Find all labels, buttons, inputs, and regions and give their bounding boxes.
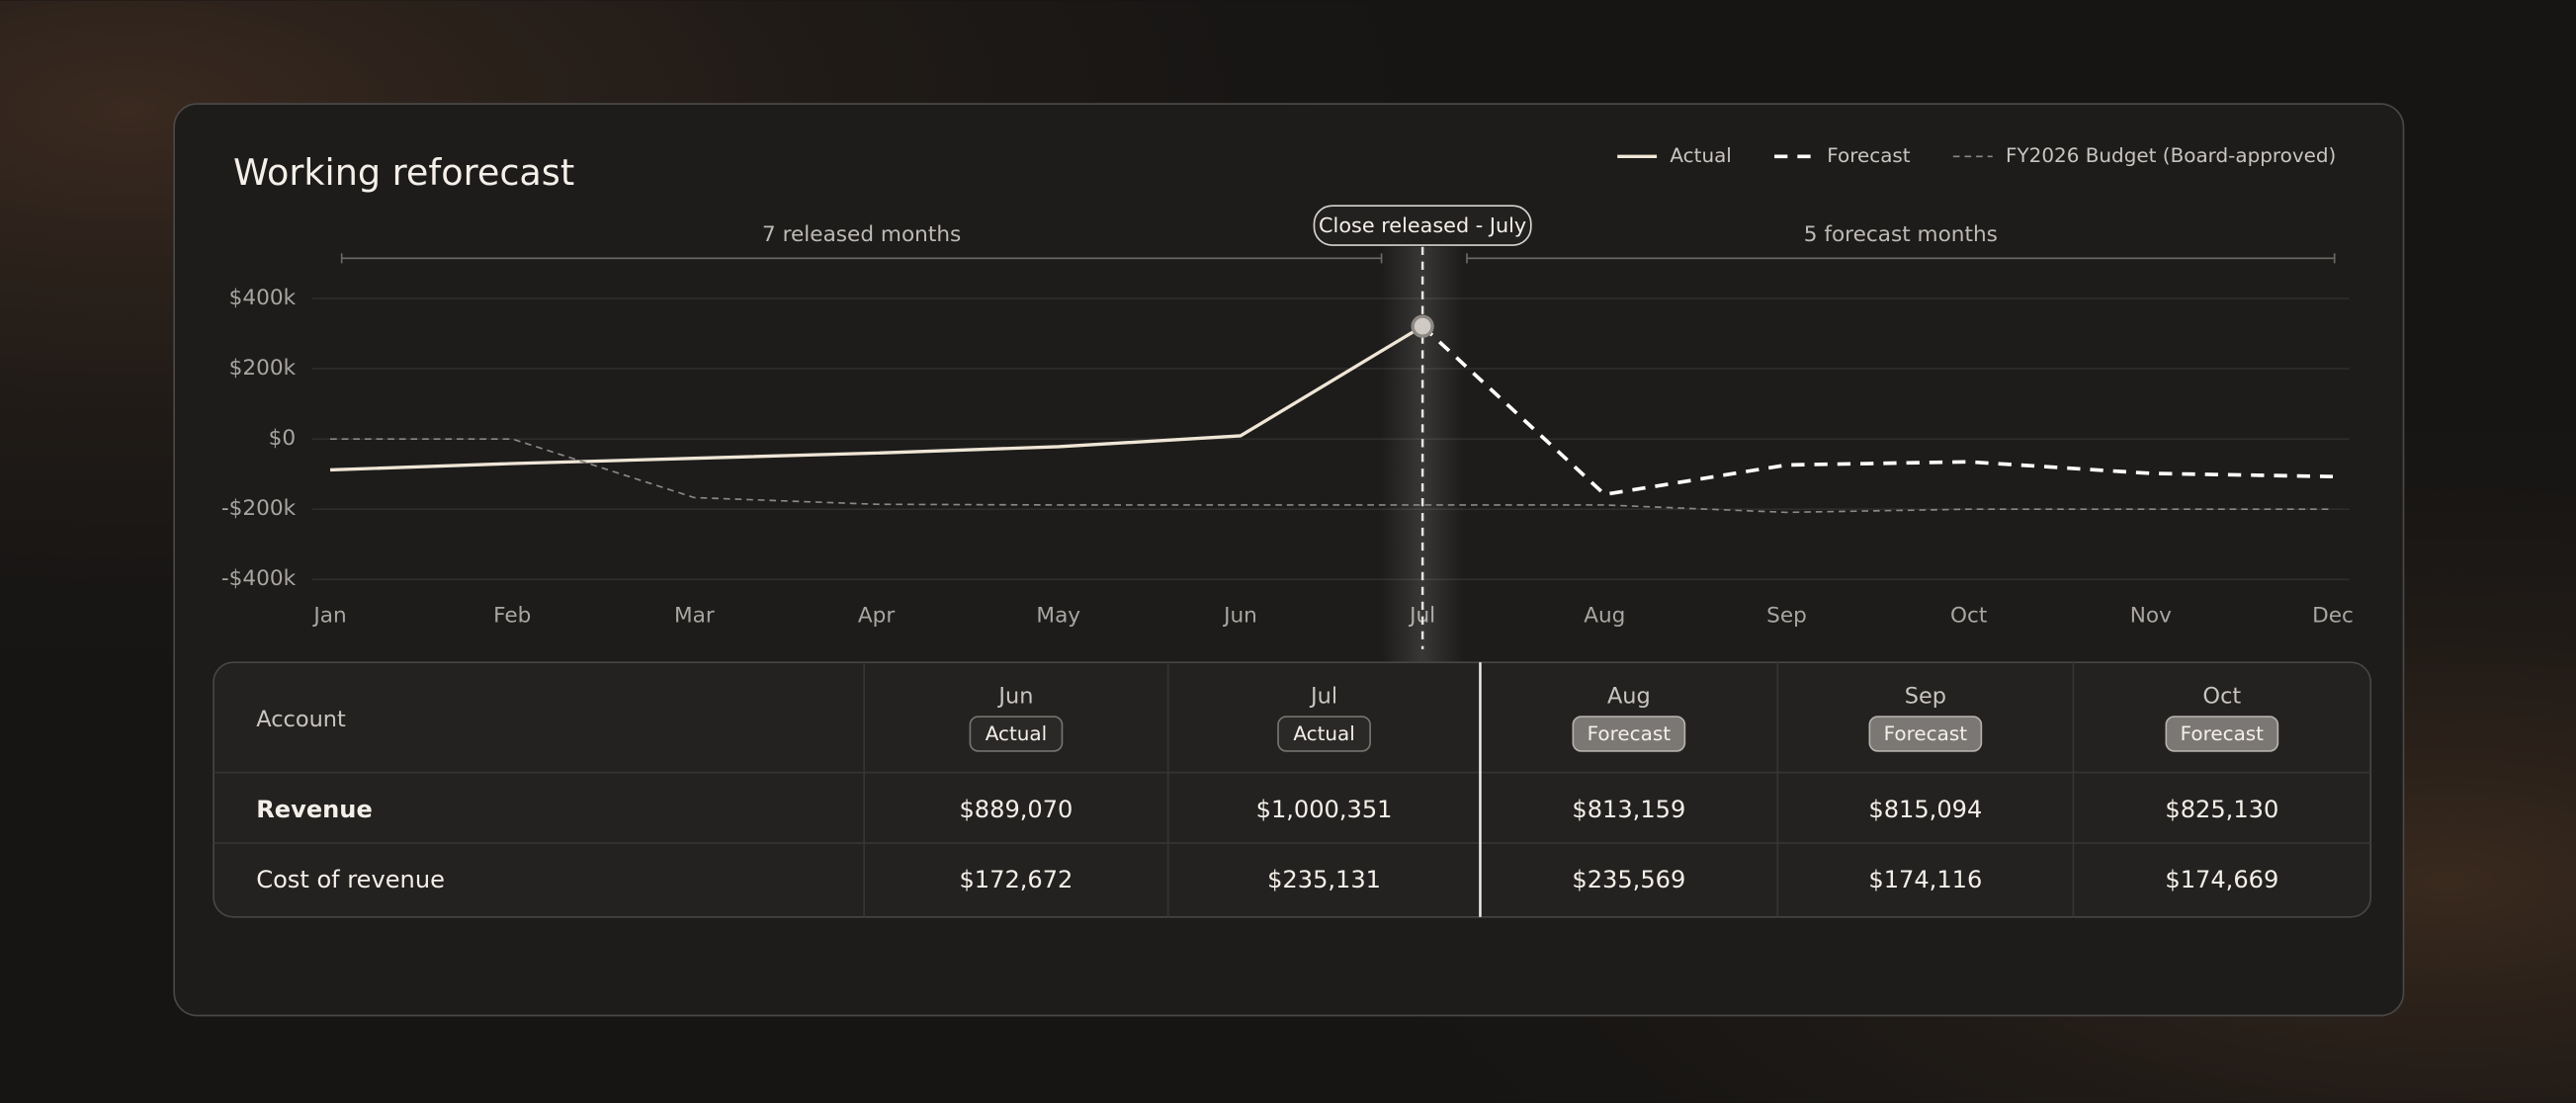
cell: $889,070 [959, 796, 1073, 823]
cell: $813,159 [1572, 796, 1685, 823]
status-badge [969, 716, 1064, 752]
cell: $235,569 [1572, 866, 1685, 893]
status-label: Forecast [2181, 721, 2265, 745]
column-month: Aug [1607, 684, 1651, 710]
series-line [330, 324, 1423, 472]
y-tick-label: -$200k [221, 496, 297, 521]
cell: $174,669 [2165, 866, 2278, 893]
x-tick-label: Apr [858, 604, 895, 629]
x-tick-label: Oct [1950, 604, 1987, 629]
bracket-label: 5 forecast months [1804, 222, 1998, 247]
marker-callout [1313, 205, 1532, 246]
status-badge [1572, 716, 1686, 752]
cell: $1,000,351 [1256, 796, 1393, 823]
y-tick-label: -$400k [221, 566, 297, 591]
status-badge [1277, 716, 1371, 752]
column-month: Jul [1309, 684, 1337, 710]
bracket-label: 7 released months [762, 222, 961, 247]
status-label: Actual [1293, 721, 1354, 745]
y-tick-label: $200k [229, 356, 297, 381]
legend-label: FY2026 Budget (Board-approved) [2006, 143, 2336, 167]
x-tick-label: Feb [493, 604, 531, 629]
status-label: Forecast [1884, 721, 1968, 745]
x-tick-label: Jun [1222, 604, 1257, 629]
table [213, 661, 2372, 918]
status-badge [2165, 716, 2279, 752]
column-month: Jun [996, 684, 1033, 710]
x-tick-label: Sep [1766, 604, 1807, 629]
status-badge [1868, 716, 1983, 752]
column-month: Oct [2202, 684, 2241, 710]
x-tick-label: Aug [1584, 604, 1625, 629]
table-header: Account [256, 707, 346, 732]
x-tick-label: May [1036, 604, 1080, 629]
cell: $235,131 [1267, 866, 1381, 893]
cell: $825,130 [2165, 796, 2278, 823]
legend-label: Actual [1670, 143, 1731, 167]
y-tick-label: $400k [229, 286, 297, 310]
x-tick-label: Nov [2130, 604, 2172, 629]
chart-title: Working reforecast [233, 151, 574, 194]
column-month: Sep [1905, 684, 1946, 710]
row-label: Cost of revenue [256, 866, 445, 893]
status-label: Actual [986, 721, 1047, 745]
cell: $815,094 [1868, 796, 1982, 823]
marker-label: Close released - July [1319, 213, 1526, 237]
status-label: Forecast [1588, 721, 1672, 745]
cell: $174,116 [1868, 866, 1982, 893]
cell: $172,672 [959, 866, 1073, 893]
legend-label: Forecast [1827, 143, 1911, 167]
y-tick-label: $0 [269, 426, 296, 451]
x-tick-label: Mar [674, 604, 715, 629]
x-tick-label: Jan [311, 604, 346, 629]
x-tick-label: Dec [2312, 604, 2354, 629]
marker-point [1411, 314, 1434, 338]
row-label: Revenue [256, 796, 373, 823]
